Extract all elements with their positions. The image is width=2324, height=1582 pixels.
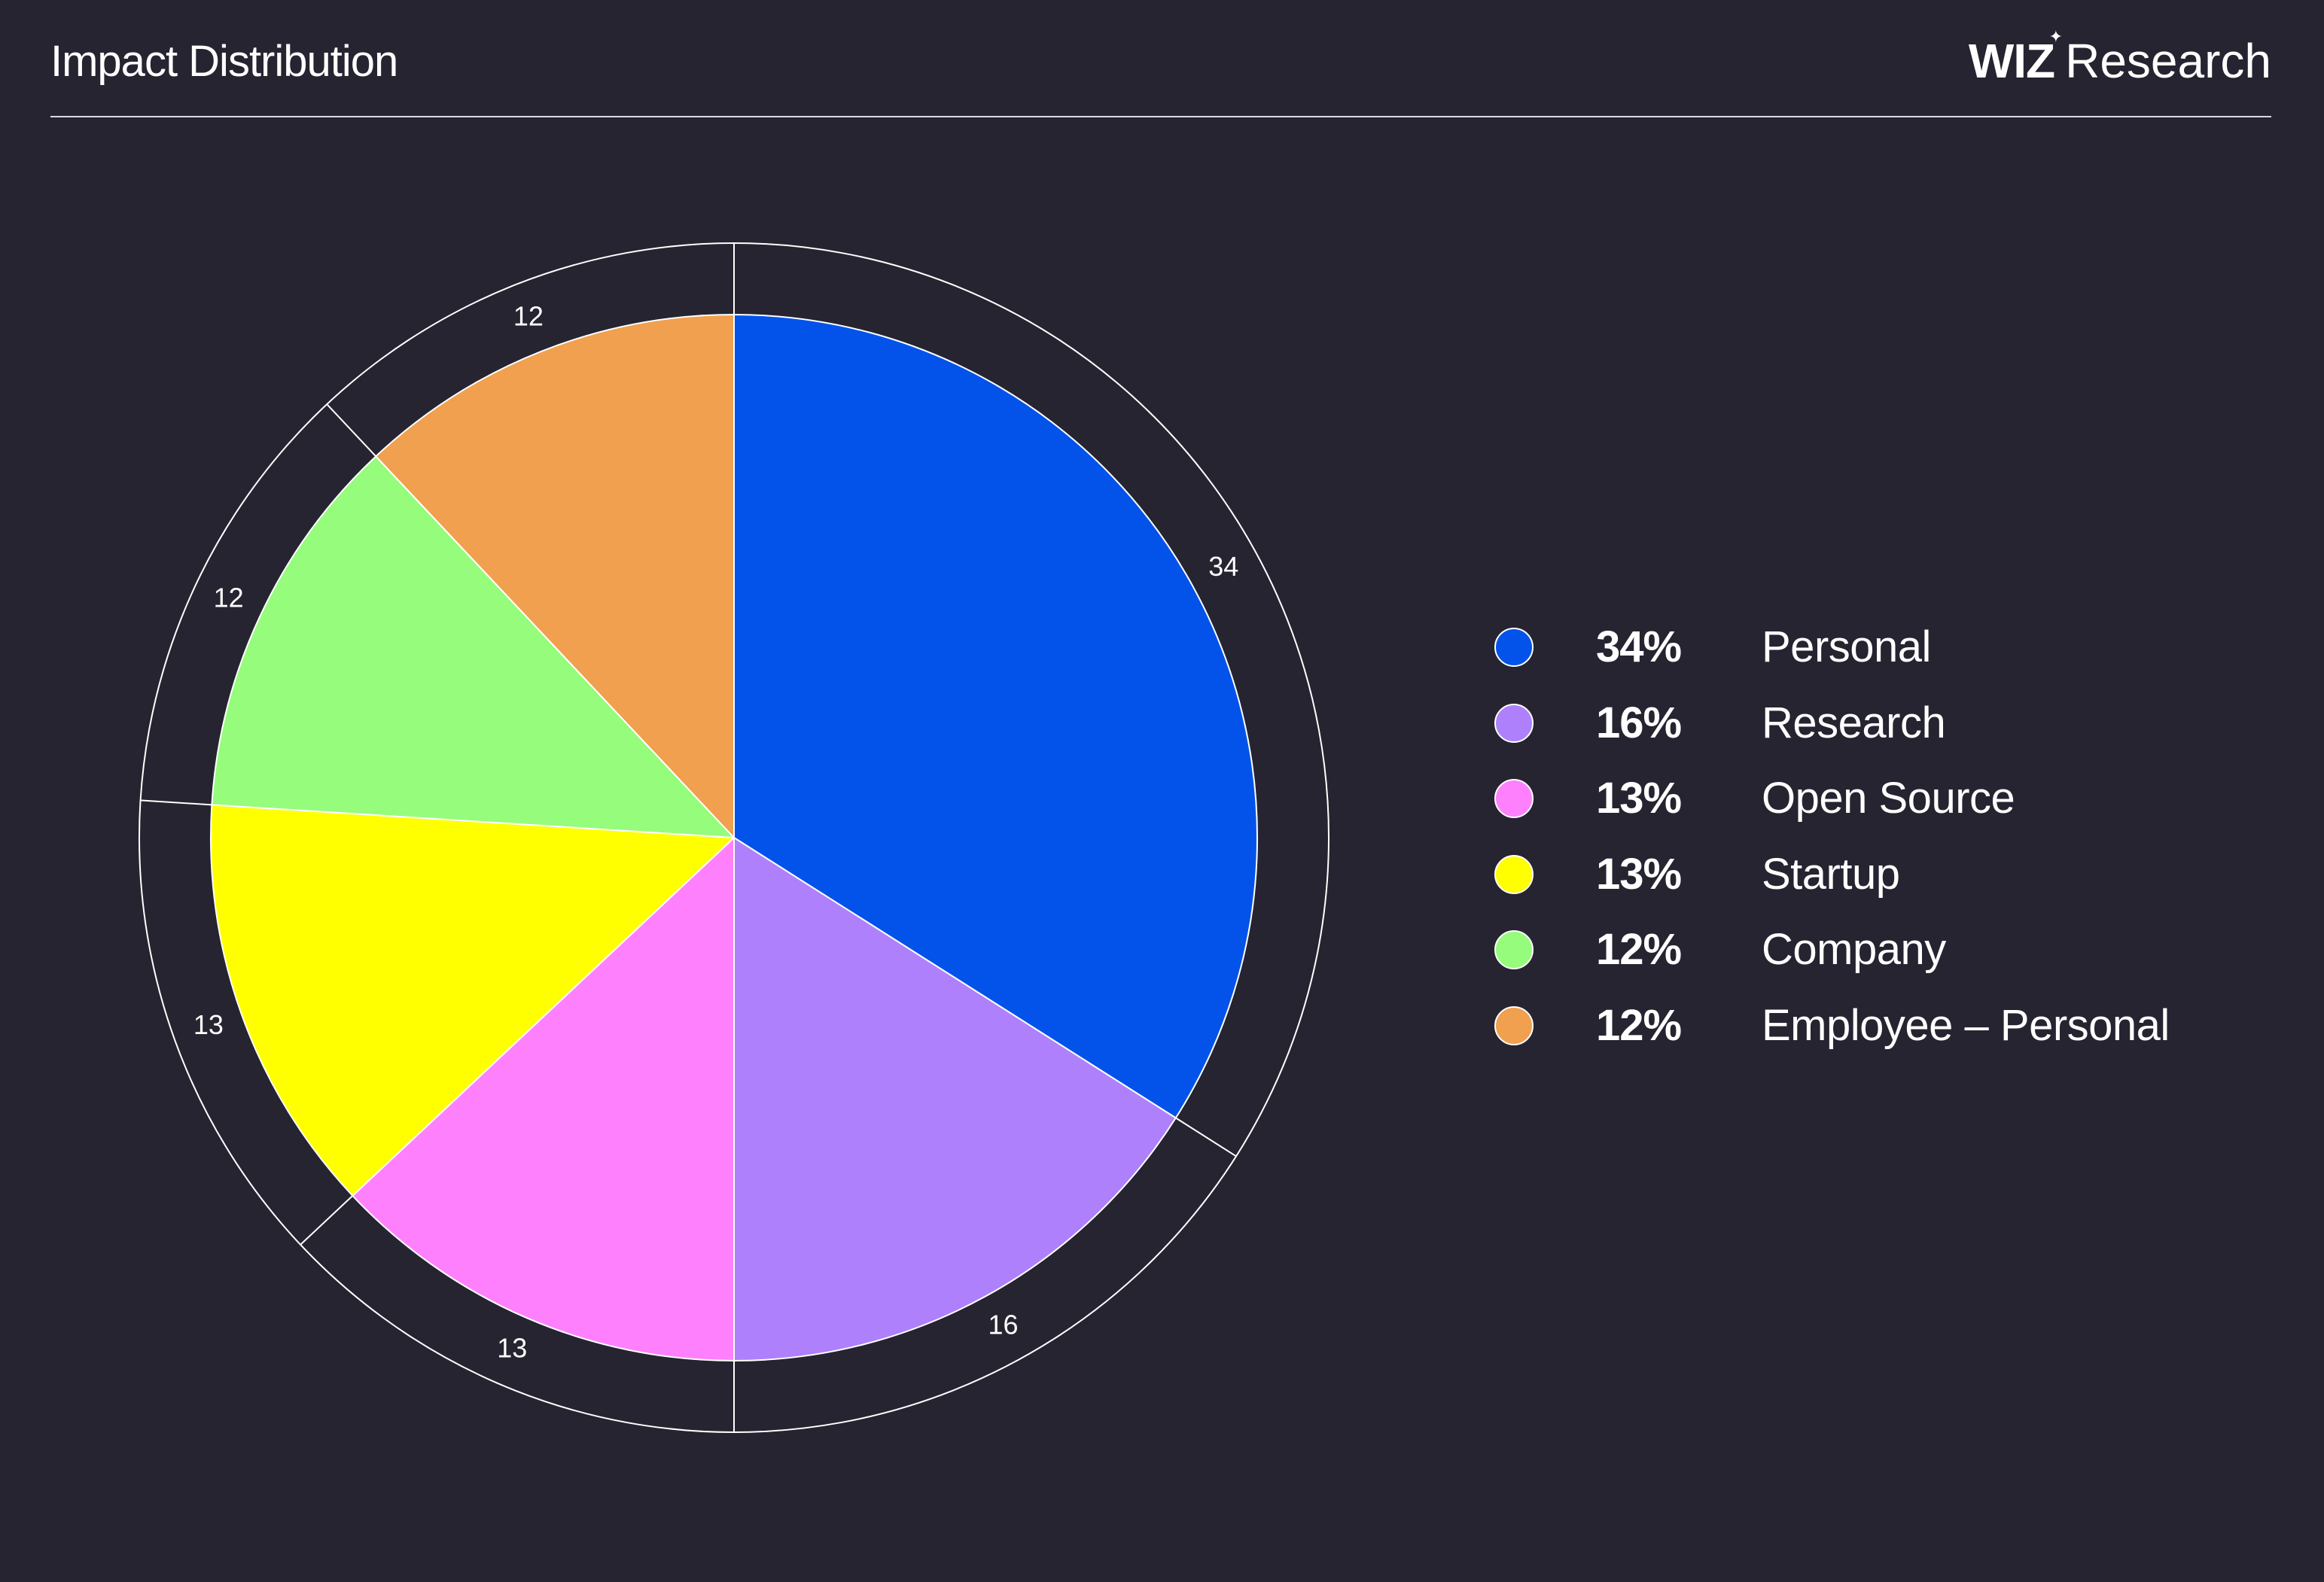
- legend-label: Research: [1762, 698, 1946, 747]
- legend-label: Startup: [1762, 849, 1900, 899]
- legend-item-employee-personal: 12% Employee – Personal: [1494, 996, 2217, 1072]
- legend-item-personal: 34% Personal: [1494, 617, 2217, 693]
- slice-value-personal: 34: [1208, 551, 1238, 582]
- legend: 34% Personal 16% Research 13% Open Sourc…: [1494, 617, 2217, 1071]
- legend-percent: 12%: [1596, 1000, 1682, 1050]
- slice-value-employee-personal: 12: [513, 301, 544, 332]
- legend-percent: 34%: [1596, 622, 1682, 671]
- slice-value-research: 16: [988, 1310, 1018, 1340]
- legend-item-company: 12% Company: [1494, 920, 2217, 996]
- legend-percent: 12%: [1596, 925, 1682, 974]
- outer-ring: [139, 242, 1330, 1433]
- brand-mark-text: WIZ: [1968, 34, 2055, 88]
- legend-swatch: [1494, 930, 1534, 969]
- legend-label: Personal: [1762, 622, 1931, 671]
- legend-percent: 13%: [1596, 849, 1682, 899]
- pie-slice-personal: [733, 314, 1259, 1119]
- brand-text: Research: [2065, 34, 2271, 88]
- slice-value-company: 12: [214, 583, 244, 613]
- legend-percent: 16%: [1596, 698, 1682, 747]
- legend-percent: 13%: [1596, 774, 1682, 823]
- pie-slice-research: [733, 837, 1177, 1361]
- sparkle-icon: ✦: [2048, 27, 2063, 46]
- slice-value-startup: 13: [193, 1009, 224, 1040]
- legend-label: Company: [1762, 925, 1946, 974]
- pie-slices: [209, 314, 1259, 1361]
- header: Impact Distribution WIZ ✦ Research: [50, 29, 2271, 117]
- pie-slice-employee-personal: [375, 314, 735, 838]
- pie-slice-startup: [209, 804, 735, 1197]
- legend-swatch: [1494, 1005, 1534, 1045]
- page-title: Impact Distribution: [50, 37, 398, 86]
- legend-label: Employee – Personal: [1762, 1000, 2170, 1050]
- pie-slice-company: [211, 455, 735, 838]
- slice-value-open-source: 13: [497, 1332, 527, 1363]
- legend-swatch: [1494, 854, 1534, 894]
- legend-item-open-source: 13% Open Source: [1494, 768, 2217, 844]
- legend-label: Open Source: [1762, 774, 2015, 823]
- ring-separator: [1175, 1117, 1237, 1158]
- brand-mark: WIZ ✦: [1968, 29, 2063, 89]
- ring-separator: [300, 1195, 354, 1246]
- legend-swatch: [1494, 703, 1534, 743]
- legend-swatch: [1494, 779, 1534, 818]
- legend-swatch: [1494, 628, 1534, 667]
- legend-item-startup: 13% Startup: [1494, 844, 2217, 920]
- ring-separator: [140, 799, 212, 806]
- legend-item-research: 16% Research: [1494, 693, 2217, 769]
- ring-separator: [326, 403, 376, 458]
- pie-slice-open-source: [352, 837, 735, 1361]
- brand-logo: WIZ ✦ Research: [1968, 29, 2271, 89]
- slice-value-labels: 34 16 13 13 12 12: [193, 301, 1238, 1364]
